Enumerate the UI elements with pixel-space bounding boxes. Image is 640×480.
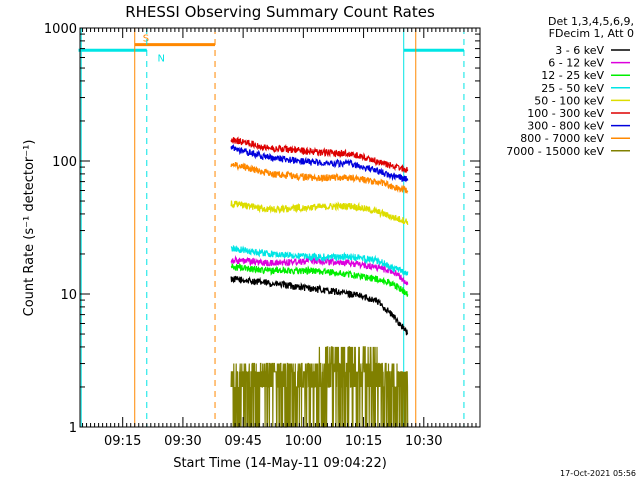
series-line	[230, 346, 409, 428]
series-line	[230, 254, 409, 286]
series-line	[230, 136, 409, 173]
chart-title: RHESSI Observing Summary Count Rates	[125, 3, 435, 21]
y-tick-label: 1000	[44, 22, 77, 37]
legend-label: 100 - 300 keV	[527, 107, 604, 120]
y-tick-label: 10	[60, 288, 77, 303]
legend-label: 300 - 800 keV	[527, 120, 604, 133]
x-tick-label: 10:30	[405, 434, 442, 449]
legend-label: 3 - 6 keV	[555, 44, 604, 57]
series-line	[230, 245, 409, 276]
legend-label: 25 - 50 keV	[541, 82, 604, 95]
legend-label: 6 - 12 keV	[548, 57, 604, 70]
state-bar-label: N	[158, 53, 165, 64]
legend-header: FDecim 1, Att 0	[549, 27, 634, 40]
series-line	[230, 143, 409, 183]
x-tick-label: 09:45	[224, 434, 261, 449]
x-axis-label: Start Time (14-May-11 09:04:22)	[173, 456, 387, 471]
series-line	[230, 200, 409, 225]
state-bar-label: S	[143, 34, 149, 45]
x-tick-label: 09:30	[164, 434, 201, 449]
legend: Det 1,3,4,5,6,9,FDecim 1, Att 0 3 - 6 keV…	[506, 15, 634, 158]
series-line	[230, 262, 409, 297]
series-line	[230, 161, 409, 194]
y-tick-label: 1	[69, 421, 77, 436]
y-axis-label: Count Rate (s⁻¹ detector⁻¹)	[22, 140, 37, 317]
x-tick-label: 10:15	[345, 434, 382, 449]
series-line	[230, 275, 409, 336]
legend-header: Det 1,3,4,5,6,9,	[548, 15, 634, 28]
legend-label: 50 - 100 keV	[534, 94, 604, 107]
x-tick-label: 09:15	[104, 434, 141, 449]
timestamp: 17-Oct-2021 05:56	[560, 469, 636, 478]
legend-label: 7000 - 15000 keV	[506, 145, 604, 158]
x-tick-label: 10:00	[285, 434, 322, 449]
plot-frame	[79, 27, 481, 428]
y-tick-label: 100	[52, 155, 77, 170]
legend-label: 800 - 7000 keV	[520, 132, 604, 145]
legend-label: 12 - 25 keV	[541, 69, 604, 82]
